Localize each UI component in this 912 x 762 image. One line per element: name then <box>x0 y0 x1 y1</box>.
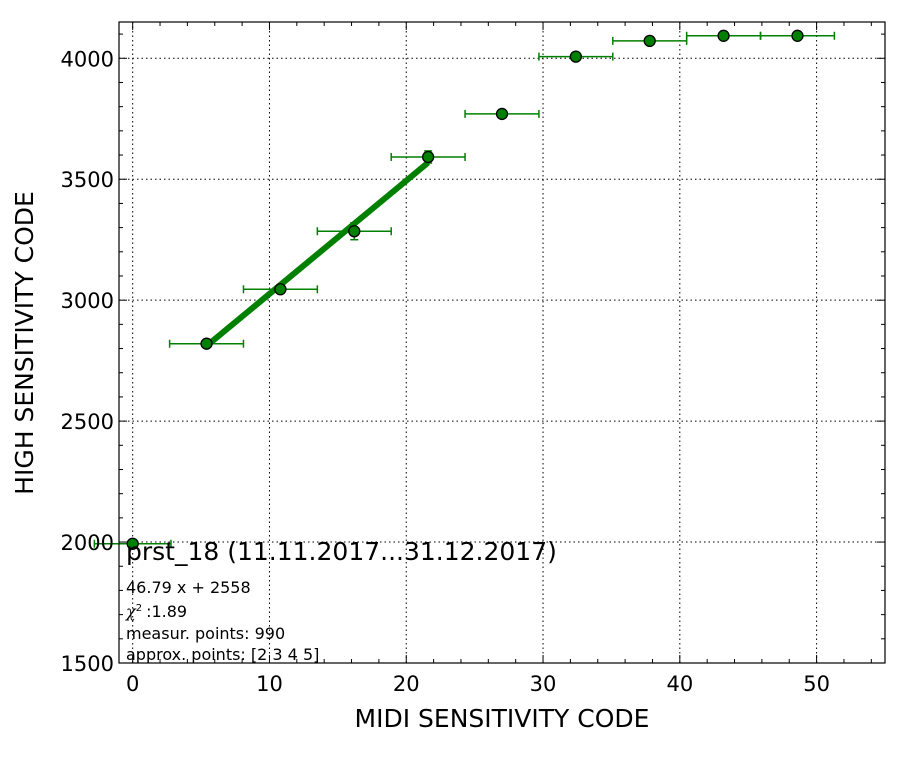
y-tick-label: 1500 <box>61 652 114 676</box>
annotation-approx-points: approx. points: [2 3 4 5] <box>126 645 319 664</box>
y-tick-label: 4000 <box>61 47 114 71</box>
data-point <box>126 537 139 550</box>
data-point-group <box>759 29 836 42</box>
y-tick-label: 2500 <box>61 410 114 434</box>
data-point <box>495 107 509 121</box>
data-point-group <box>168 337 245 350</box>
annotation-equation: 46.79 x + 2558 <box>126 578 251 597</box>
annotation-chi2: χ2 :1.89 <box>125 602 187 621</box>
data-point <box>348 225 361 238</box>
x-tick-label: 20 <box>393 672 420 696</box>
annotation-title: prst_18 (11.11.2017...31.12.2017) <box>126 537 557 566</box>
x-tick-labels: 0 10 20 30 40 50 <box>126 672 830 696</box>
annotation-block: prst_18 (11.11.2017...31.12.2017) 46.79 … <box>125 537 557 664</box>
data-point-group <box>316 222 392 241</box>
data-point <box>717 29 730 42</box>
data-point <box>569 50 583 63</box>
data-point <box>200 337 213 350</box>
data-point-group <box>390 150 466 164</box>
data-point <box>274 283 287 296</box>
data-point-group <box>93 537 172 550</box>
data-point-group <box>612 34 688 48</box>
x-tick-label: 40 <box>666 672 693 696</box>
x-tick-label: 30 <box>530 672 557 696</box>
data-point-group <box>538 50 614 63</box>
plot-frame <box>118 21 886 664</box>
x-tick-label: 0 <box>126 672 139 696</box>
annotation-measur-points: measur. points: 990 <box>126 624 285 643</box>
chi-superscript: 2 <box>136 603 142 614</box>
data-point <box>791 29 804 42</box>
data-point <box>643 34 656 48</box>
y-tick-label: 2000 <box>61 531 114 555</box>
x-tick-label: 10 <box>256 672 283 696</box>
minor-ticks <box>119 22 885 664</box>
x-axis-label: MIDI SENSITIVITY CODE <box>355 704 650 733</box>
fit-line <box>204 160 431 349</box>
annotation-chi2-value: :1.89 <box>146 602 187 621</box>
y-tick-label: 3500 <box>61 168 114 192</box>
y-axis-label: HIGH SENSITIVITY CODE <box>10 191 39 495</box>
data-point <box>421 150 435 164</box>
chi-symbol: χ <box>125 602 137 621</box>
data-point-group <box>242 283 319 296</box>
x-tick-label: 50 <box>803 672 830 696</box>
data-points <box>93 29 836 550</box>
fit-layer <box>204 160 431 349</box>
data-point-group <box>464 107 540 121</box>
y-tick-label: 3000 <box>61 289 114 313</box>
y-tick-labels: 1500 2000 2500 3000 3500 4000 <box>61 47 114 676</box>
